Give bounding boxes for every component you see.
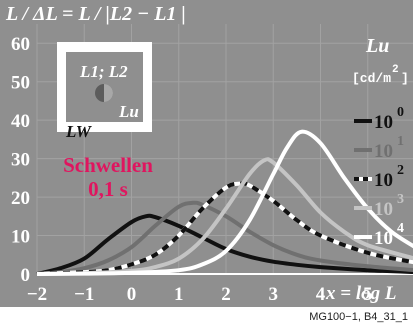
y-tick-label: 40 bbox=[11, 111, 30, 132]
x-tick-label: 0 bbox=[127, 284, 137, 305]
legend-exponent: 4 bbox=[397, 221, 404, 236]
inset-l1-l2-label: L1; L2 bbox=[79, 62, 128, 81]
footer-strip bbox=[0, 307, 413, 324]
legend-exponent: 1 bbox=[397, 134, 404, 149]
legend-base: 10 bbox=[374, 112, 393, 133]
inset-stimulus-diagram: L1; L2 Lu LW bbox=[57, 42, 152, 141]
y-tick-label: 10 bbox=[11, 227, 30, 248]
legend-base: 10 bbox=[374, 228, 393, 249]
series-line-3 bbox=[36, 157, 413, 276]
y-tick-label: 60 bbox=[11, 34, 30, 55]
x-tick-label: −2 bbox=[27, 284, 47, 305]
y-tick-labels: 0 10 20 30 40 50 60 bbox=[11, 34, 30, 286]
legend-unit: [cd/m bbox=[352, 71, 391, 86]
y-tick-label: 0 bbox=[21, 265, 31, 286]
x-tick-label: −1 bbox=[74, 284, 94, 305]
annotation-duration: 0,1 s bbox=[88, 177, 128, 201]
footer-code: MG100−1, B4_31_1 bbox=[309, 311, 408, 323]
inset-lu-label: Lu bbox=[118, 102, 139, 121]
y-tick-label: 20 bbox=[11, 188, 30, 209]
legend-exponent: 0 bbox=[397, 105, 404, 120]
legend-exponent: 2 bbox=[397, 163, 404, 178]
x-tick-label: 5 bbox=[363, 284, 373, 305]
legend-base: 10 bbox=[374, 141, 393, 162]
legend-exponent: 3 bbox=[397, 192, 404, 207]
annotation-schwellen: Schwellen bbox=[63, 153, 153, 177]
x-tick-label: 2 bbox=[221, 284, 231, 305]
legend: Lu [cd/m 2 ] 10 0 10 1 10 2 10 3 10 4 bbox=[352, 35, 409, 249]
series-line-2 bbox=[36, 181, 413, 276]
series-line-1 bbox=[36, 200, 413, 276]
x-tick-labels: −2 −1 0 1 2 3 4 5 bbox=[27, 284, 373, 305]
y-tick-label: 30 bbox=[11, 150, 30, 171]
x-tick-label: 1 bbox=[174, 284, 184, 305]
inset-test-field-right bbox=[104, 84, 113, 102]
series-layer bbox=[36, 129, 413, 276]
legend-base: 10 bbox=[374, 170, 393, 191]
series-line-4 bbox=[36, 129, 413, 276]
x-tick-label: 3 bbox=[269, 284, 279, 305]
legend-title: Lu bbox=[365, 35, 389, 57]
series-line-0 bbox=[36, 213, 413, 276]
legend-base: 10 bbox=[374, 199, 393, 220]
legend-unit-exponent: 2 bbox=[392, 64, 399, 76]
legend-unit-close: ] bbox=[401, 71, 409, 86]
chart-title: L / ΔL = L / |L2 − L1 | bbox=[5, 3, 186, 25]
legend-entries: 10 0 10 1 10 2 10 3 10 4 bbox=[354, 105, 404, 249]
y-tick-label: 50 bbox=[11, 73, 30, 94]
x-axis-label: x = log L bbox=[325, 283, 396, 304]
inset-lw-label: LW bbox=[65, 122, 93, 141]
x-tick-label: 4 bbox=[316, 284, 326, 305]
